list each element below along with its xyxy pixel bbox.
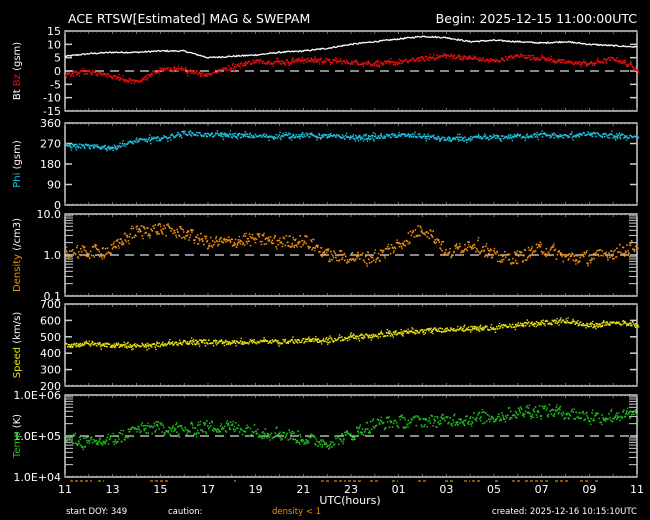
created-time: created: 2025-12-16 10:15:10UTC <box>492 507 637 517</box>
y-tick-label: 15 <box>47 25 61 38</box>
x-tick-label: 21 <box>296 483 310 496</box>
y-tick-label: 700 <box>40 298 61 311</box>
bz-series <box>65 52 640 85</box>
temp-axis-label: Temp (K) <box>12 414 23 459</box>
y-tick-label: 500 <box>40 331 61 344</box>
density-panel: 10.0 1.0 0.1 Density (/cm3) <box>12 208 639 303</box>
x-tick-label: 15 <box>153 483 167 496</box>
y-tick-label: 0 <box>54 65 61 78</box>
bt-bz-axis-label: Bt Bz (gsm) <box>12 42 23 100</box>
begin-time: Begin: 2025-12-15 11:00:00UTC <box>436 11 638 26</box>
density-caution-note: density < 1 <box>272 507 321 517</box>
y-tick-label: -10 <box>43 92 61 105</box>
x-tick-label: 23 <box>344 483 358 496</box>
x-tick-label: 05 <box>487 483 501 496</box>
y-tick-label: 90 <box>47 179 61 192</box>
phi-series <box>65 130 640 152</box>
y-tick-label: 1.0E+06 <box>13 389 61 402</box>
x-tick-label: 13 <box>106 483 120 496</box>
y-tick-label: 10 <box>47 38 61 51</box>
x-tick-label: 07 <box>535 483 549 496</box>
x-tick-label: 11 <box>58 483 72 496</box>
x-tick-label: 01 <box>392 483 406 496</box>
caution-label: caution: <box>168 507 202 517</box>
y-tick-label: 0 <box>54 199 61 212</box>
y-tick-label: -15 <box>43 105 61 118</box>
y-tick-label: 180 <box>40 158 61 171</box>
y-tick-label: 400 <box>40 347 61 360</box>
y-tick-label: 300 <box>40 364 61 377</box>
x-axis-label: UTC(hours) <box>319 494 380 507</box>
x-tick-label: 19 <box>249 483 263 496</box>
x-tick-label: 03 <box>439 483 453 496</box>
y-tick-label: 1.0E+04 <box>13 471 61 484</box>
x-tick-label: 17 <box>201 483 215 496</box>
density-series <box>65 223 639 267</box>
y-tick-label: 200 <box>40 380 61 393</box>
y-tick-label: 1.0 <box>44 249 62 262</box>
y-tick-label: 360 <box>40 117 61 130</box>
y-tick-label: 270 <box>40 138 61 151</box>
y-tick-label: 1.0E+05 <box>13 430 61 443</box>
speed-panel: 700 600 500 400 300 200 Speed (km/s) <box>12 298 640 393</box>
y-tick-label: 600 <box>40 314 61 327</box>
start-doy: start DOY: 349 <box>66 507 127 517</box>
temp-series <box>65 403 639 451</box>
phi-axis-label: Phi (gsm) <box>12 140 23 188</box>
x-axis-ticks: 11 13 15 17 19 21 23 01 03 05 07 09 11 <box>58 480 644 496</box>
y-tick-label: 5 <box>54 52 61 65</box>
y-tick-label: -5 <box>50 78 61 91</box>
chart-title: ACE RTSW[Estimated] MAG & SWEPAM <box>68 11 310 26</box>
phi-panel: 360 270 180 90 0 Phi (gsm) <box>12 117 640 212</box>
speed-series <box>65 317 640 351</box>
temp-panel: 1.0E+06 1.0E+05 1.0E+04 Temp (K) <box>12 389 639 484</box>
x-tick-label: 09 <box>582 483 596 496</box>
density-axis-label: Density (/cm3) <box>12 218 23 292</box>
speed-axis-label: Speed (km/s) <box>12 312 23 379</box>
bt-series <box>64 35 638 59</box>
y-tick-label: 0.1 <box>44 290 62 303</box>
x-tick-label: 11 <box>630 483 644 496</box>
y-tick-label: 10.0 <box>37 208 62 221</box>
